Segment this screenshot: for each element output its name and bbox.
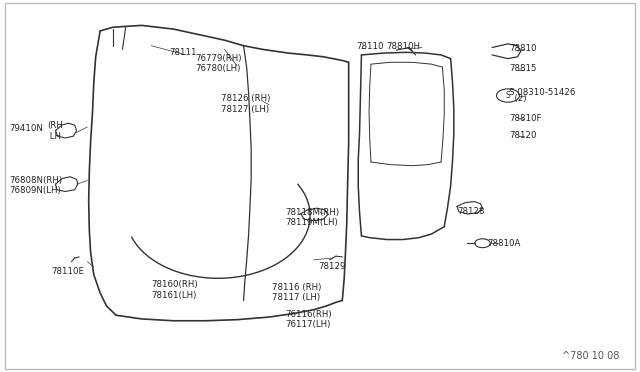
Text: 78810: 78810 <box>509 44 537 53</box>
Text: 78160(RH)
78161(LH): 78160(RH) 78161(LH) <box>151 280 198 300</box>
Text: 78810H: 78810H <box>387 42 420 51</box>
Text: S 08310-51426: S 08310-51426 <box>509 89 575 97</box>
Text: (RH
 LH: (RH LH <box>47 121 63 141</box>
Text: 78810A: 78810A <box>487 240 520 248</box>
Text: 78120: 78120 <box>509 131 537 140</box>
Text: 78116 (RH)
78117 (LH): 78116 (RH) 78117 (LH) <box>272 283 321 302</box>
Text: 78126 (RH)
78127 (LH): 78126 (RH) 78127 (LH) <box>221 94 271 114</box>
Text: (2): (2) <box>509 94 527 103</box>
Text: ^780 10 08: ^780 10 08 <box>562 352 620 361</box>
Text: 78110: 78110 <box>356 42 384 51</box>
Text: 78815: 78815 <box>509 64 537 73</box>
Text: S: S <box>506 91 510 100</box>
Text: 76808N(RH)
76809N(LH): 76808N(RH) 76809N(LH) <box>9 176 62 195</box>
Text: 76779(RH)
76780(LH): 76779(RH) 76780(LH) <box>196 54 243 73</box>
Text: 78110E: 78110E <box>51 267 84 276</box>
Text: 78118M(RH)
78119M(LH): 78118M(RH) 78119M(LH) <box>285 208 339 227</box>
Text: 76116(RH)
76117(LH): 76116(RH) 76117(LH) <box>285 310 332 329</box>
Text: 79410N: 79410N <box>9 124 43 133</box>
Text: 78129: 78129 <box>319 262 346 271</box>
Text: 78128: 78128 <box>457 206 484 216</box>
Text: 78810F: 78810F <box>509 114 541 123</box>
Text: 78111: 78111 <box>169 48 196 57</box>
